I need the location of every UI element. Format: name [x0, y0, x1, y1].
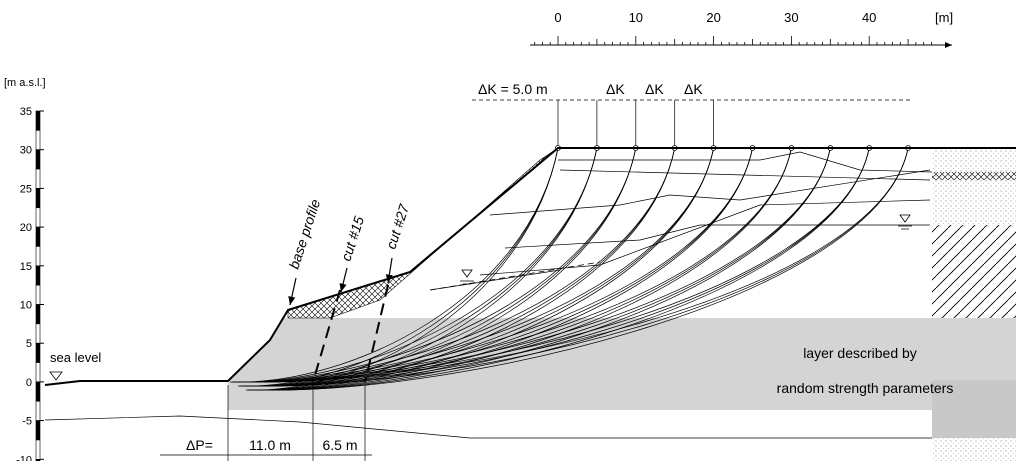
soil-lower: [932, 438, 1016, 461]
top-unit: [m]: [935, 10, 953, 25]
axis-label: 10: [20, 300, 32, 312]
axis-label: 5: [26, 338, 32, 350]
scale-label: 30: [784, 10, 798, 25]
axis-segment: [36, 188, 40, 207]
excavated-zone: [288, 148, 558, 318]
elevation-unit: [m a.s.l.]: [4, 77, 46, 89]
axis-segment: [36, 111, 40, 130]
axis-segment: [36, 227, 40, 246]
axis-label: 20: [20, 222, 32, 234]
diagram: 0 10 20 30 40 [m] 35 30 25 20 15 10 5 0 -5 -10 [m a.s…: [0, 0, 1016, 461]
axis-label: 35: [20, 106, 32, 118]
arrow: [290, 278, 296, 305]
axis-segment: [36, 169, 40, 188]
base-profile-label: base profile: [286, 197, 324, 271]
axis-segment: [36, 150, 40, 169]
axis-label: 25: [20, 183, 32, 195]
sea-level-label: sea level: [50, 350, 101, 365]
axis-label: 15: [20, 261, 32, 273]
scale-label: 10: [629, 10, 643, 25]
cut-27-label: cut #27: [383, 201, 413, 251]
axis-segment: [36, 130, 40, 149]
spacing-repeat: ΔK: [684, 81, 703, 97]
axis-label: -10: [16, 454, 32, 461]
cut-15-label: cut #15: [338, 214, 367, 263]
layer-label: random strength parameters: [777, 380, 954, 396]
scale-label: 20: [706, 10, 720, 25]
spacing-label: ΔK = 5.0 m: [478, 81, 548, 97]
axis-segment: [36, 305, 40, 324]
axis-segment: [36, 343, 40, 362]
axis-label: -5: [22, 416, 32, 428]
spacing-repeat: ΔK: [645, 81, 664, 97]
dimension-value: 11.0 m: [249, 437, 291, 453]
axis-segment: [36, 421, 40, 440]
elevation-axis: 35 30 25 20 15 10 5 0 -5 -10: [16, 106, 44, 461]
scale-label: 40: [862, 10, 876, 25]
axis-segment: [36, 401, 40, 420]
axis-segment: [36, 440, 40, 459]
axis-segment: [36, 246, 40, 265]
axis-segment: [36, 363, 40, 382]
dimension-value: 6.5 m: [322, 437, 357, 453]
axis-segment: [36, 266, 40, 285]
soil-clay: [932, 225, 1016, 318]
axis-segment: [36, 324, 40, 343]
axis-label: 0: [26, 377, 32, 389]
layer-label: layer described by: [803, 345, 917, 361]
soil-sand: [932, 148, 1016, 225]
top-scale: 0 10 20 30 40: [535, 10, 932, 45]
arrow: [341, 268, 347, 292]
axis-label: 30: [20, 145, 32, 157]
soil-gravel-band: [932, 172, 1016, 180]
dimension-prefix: ΔP=: [186, 437, 213, 453]
axis-segment: [36, 208, 40, 227]
scale-label: 0: [554, 10, 561, 25]
axis-segment: [36, 285, 40, 304]
bottom-layer: [45, 416, 932, 438]
interior-lines: [430, 152, 932, 290]
spacing-repeat: ΔK: [606, 81, 625, 97]
axis-segment: [36, 382, 40, 401]
